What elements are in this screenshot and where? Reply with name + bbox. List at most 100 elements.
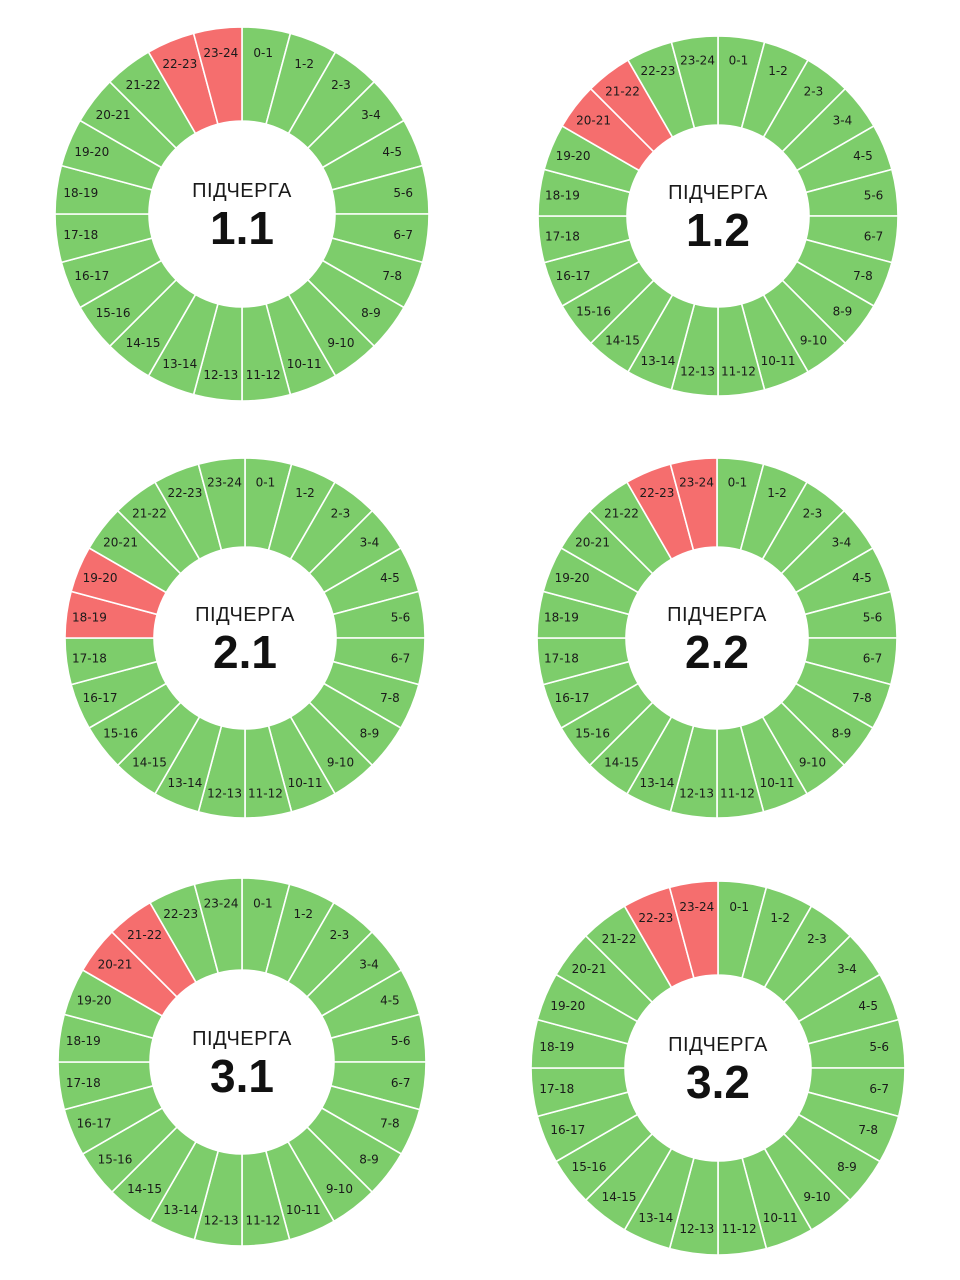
segment-label-3-4: 3-4: [833, 114, 853, 128]
segment-label-23-24: 23-24: [203, 46, 238, 60]
segment-label-6-7: 6-7: [391, 651, 411, 665]
segment-label-20-21: 20-21: [576, 114, 611, 128]
segment-label-12-13: 12-13: [207, 787, 242, 801]
queue-number: 3.2: [686, 1056, 750, 1108]
segment-label-11-12: 11-12: [245, 1214, 280, 1228]
segment-label-17-18: 17-18: [544, 651, 579, 665]
donut-chart-2-2: 0-1 1-2 2-3 3-4 4-5 5-6 6-7 7-8 8-9 9-10 10-11 11-1…: [536, 457, 898, 819]
donut-chart-1-1: 0-1 1-2 2-3 3-4 4-5 5-6 6-7 7-8 8-9 9-10 10-11 11-1…: [54, 26, 430, 402]
segment-label-3-4: 3-4: [359, 958, 379, 972]
donut-hole: [151, 971, 333, 1153]
segment-label-22-23: 22-23: [163, 907, 198, 921]
segment-label-11-12: 11-12: [246, 368, 281, 382]
donut-hole: [150, 122, 334, 306]
donut-hole: [626, 976, 810, 1160]
segment-label-16-17: 16-17: [555, 691, 590, 705]
segment-label-13-14: 13-14: [640, 776, 675, 790]
segment-label-10-11: 10-11: [287, 357, 322, 371]
segment-label-3-4: 3-4: [832, 536, 852, 550]
queue-number: 3.1: [210, 1050, 274, 1102]
segment-label-4-5: 4-5: [852, 571, 872, 585]
segment-label-10-11: 10-11: [288, 776, 323, 790]
segment-label-11-12: 11-12: [721, 365, 756, 379]
segment-label-7-8: 7-8: [858, 1123, 878, 1137]
segment-label-13-14: 13-14: [162, 357, 197, 371]
segment-23-24: [193, 877, 243, 975]
segment-label-5-6: 5-6: [393, 186, 413, 200]
segment-label-14-15: 14-15: [604, 755, 639, 769]
queue-number: 1.2: [686, 204, 750, 256]
segment-label-7-8: 7-8: [852, 691, 872, 705]
segment-label-1-2: 1-2: [295, 486, 315, 500]
segment-label-21-22: 21-22: [604, 507, 639, 521]
segment-label-12-13: 12-13: [680, 365, 715, 379]
segment-label-8-9: 8-9: [832, 726, 852, 740]
center-title: ПІДЧЕРГА: [195, 604, 295, 626]
segment-label-16-17: 16-17: [550, 1123, 585, 1137]
segment-label-14-15: 14-15: [132, 755, 167, 769]
segment-23-24: [668, 880, 719, 980]
segment-label-17-18: 17-18: [66, 1076, 101, 1090]
center-title: ПІДЧЕРГА: [668, 1034, 768, 1056]
segment-label-14-15: 14-15: [605, 333, 640, 347]
segment-label-8-9: 8-9: [837, 1160, 857, 1174]
segment-label-21-22: 21-22: [605, 85, 640, 99]
segment-label-19-20: 19-20: [83, 571, 118, 585]
segment-label-18-19: 18-19: [66, 1034, 101, 1048]
segment-label-6-7: 6-7: [869, 1082, 889, 1096]
segment-label-15-16: 15-16: [572, 1160, 607, 1174]
segment-label-4-5: 4-5: [858, 999, 878, 1013]
segment-label-4-5: 4-5: [382, 145, 402, 159]
segment-label-19-20: 19-20: [77, 994, 112, 1008]
segment-label-20-21: 20-21: [96, 108, 131, 122]
segment-label-8-9: 8-9: [833, 304, 853, 318]
segment-label-22-23: 22-23: [641, 64, 676, 78]
segment-label-12-13: 12-13: [203, 368, 238, 382]
segment-label-12-13: 12-13: [679, 1222, 714, 1236]
segment-label-9-10: 9-10: [326, 1182, 353, 1196]
segment-label-1-2: 1-2: [767, 486, 787, 500]
segment-label-20-21: 20-21: [98, 958, 133, 972]
segment-label-15-16: 15-16: [576, 304, 611, 318]
queue-number: 2.2: [685, 626, 749, 678]
segment-label-20-21: 20-21: [103, 536, 138, 550]
segment-label-23-24: 23-24: [204, 896, 239, 910]
segment-label-22-23: 22-23: [640, 486, 675, 500]
segment-label-14-15: 14-15: [126, 336, 161, 350]
segment-label-21-22: 21-22: [602, 932, 637, 946]
segment-label-2-3: 2-3: [803, 507, 823, 521]
donut-chart-3-2: 0-1 1-2 2-3 3-4 4-5 5-6 6-7 7-8 8-9 9-10 10-11 11-1…: [530, 880, 906, 1256]
segment-label-5-6: 5-6: [391, 1034, 411, 1048]
segment-label-21-22: 21-22: [127, 928, 162, 942]
segment-label-17-18: 17-18: [72, 651, 107, 665]
segment-label-6-7: 6-7: [391, 1076, 411, 1090]
segment-label-1-2: 1-2: [768, 64, 788, 78]
segment-label-18-19: 18-19: [545, 189, 580, 203]
segment-label-6-7: 6-7: [863, 651, 883, 665]
center-title: ПІДЧЕРГА: [192, 1028, 292, 1050]
segment-label-14-15: 14-15: [127, 1182, 162, 1196]
segment-label-13-14: 13-14: [638, 1211, 673, 1225]
segment-label-10-11: 10-11: [763, 1211, 798, 1225]
segment-label-2-3: 2-3: [804, 85, 824, 99]
segment-label-0-1: 0-1: [256, 475, 276, 489]
segment-label-0-1: 0-1: [729, 53, 749, 67]
donut-hole: [155, 548, 335, 728]
segment-label-4-5: 4-5: [853, 149, 873, 163]
segment-23-24: [670, 35, 719, 130]
segment-label-23-24: 23-24: [680, 53, 715, 67]
segment-label-10-11: 10-11: [286, 1203, 321, 1217]
segment-label-17-18: 17-18: [539, 1082, 574, 1096]
segment-label-16-17: 16-17: [74, 269, 109, 283]
segment-label-19-20: 19-20: [550, 999, 585, 1013]
segment-label-2-3: 2-3: [331, 78, 351, 92]
donut-chart-3-1: 0-1 1-2 2-3 3-4 4-5 5-6 6-7 7-8 8-9 9-10 10-11 11-1…: [57, 877, 427, 1247]
segment-label-20-21: 20-21: [575, 536, 610, 550]
segment-label-16-17: 16-17: [77, 1116, 112, 1130]
segment-label-9-10: 9-10: [800, 333, 827, 347]
segment-label-5-6: 5-6: [391, 611, 411, 625]
segment-label-9-10: 9-10: [799, 755, 826, 769]
segment-label-18-19: 18-19: [72, 611, 107, 625]
segment-label-2-3: 2-3: [807, 932, 827, 946]
segment-label-4-5: 4-5: [380, 994, 400, 1008]
